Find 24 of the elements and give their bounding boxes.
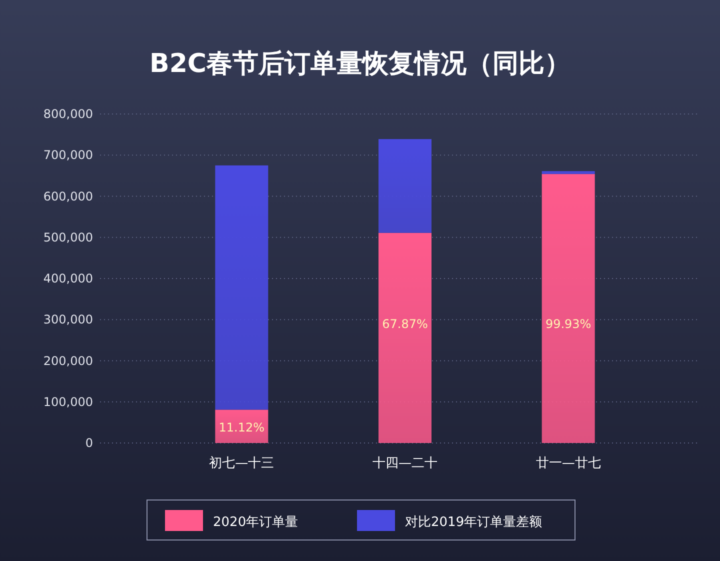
y-tick-label: 0 [85,436,93,450]
y-tick-label: 600,000 [43,189,93,204]
y-tick-label: 200,000 [43,354,93,368]
annotation: 67.87% [382,317,428,331]
legend-label: 2020年订单量 [213,515,298,530]
y-tick-label: 300,000 [43,312,93,327]
annotation: 11.12% [218,420,265,434]
bar [378,232,432,443]
bar [542,174,595,443]
legend-label: 对比2019年订单量差额 [405,515,542,530]
chart-title: B2C春节后订单量恢复情况（同比） [150,49,570,79]
annotation: 99.93% [545,317,592,331]
x-tick-label: 初七—十三 [209,456,274,471]
y-tick-label: 100,000 [43,394,93,409]
y-tick-label: 700,000 [43,148,93,162]
bar [215,410,268,443]
bar [542,171,595,174]
bar [215,165,268,410]
y-tick-label: 500,000 [43,230,93,244]
x-tick-label: 十四—二十 [372,456,438,471]
y-tick-label: 800,000 [43,107,93,121]
y-tick-label: 400,000 [43,272,93,286]
bar [378,139,432,233]
x-tick-label: 廿一—廿七 [536,456,601,471]
